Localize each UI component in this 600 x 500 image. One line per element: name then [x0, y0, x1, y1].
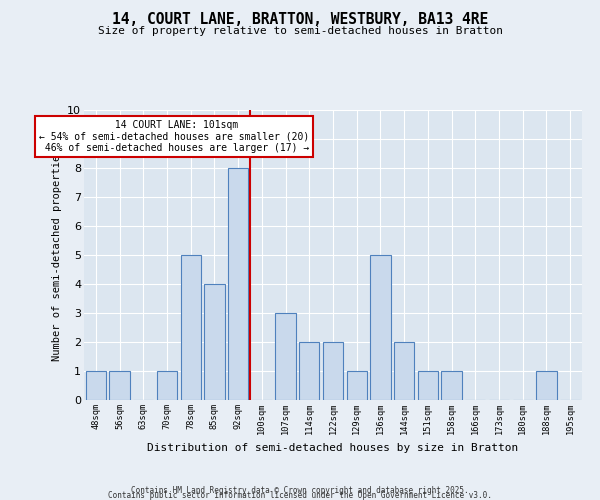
Y-axis label: Number of semi-detached properties: Number of semi-detached properties — [52, 149, 62, 361]
Bar — [157, 371, 177, 400]
Bar — [109, 371, 130, 400]
Bar — [86, 371, 106, 400]
Bar — [347, 371, 367, 400]
Text: 14, COURT LANE, BRATTON, WESTBURY, BA13 4RE: 14, COURT LANE, BRATTON, WESTBURY, BA13 … — [112, 12, 488, 28]
Bar — [418, 371, 438, 400]
Text: 14 COURT LANE: 101sqm
← 54% of semi-detached houses are smaller (20)
 46% of sem: 14 COURT LANE: 101sqm ← 54% of semi-deta… — [39, 120, 309, 154]
Bar — [228, 168, 248, 400]
Text: Contains public sector information licensed under the Open Government Licence v3: Contains public sector information licen… — [108, 491, 492, 500]
Text: Size of property relative to semi-detached houses in Bratton: Size of property relative to semi-detach… — [97, 26, 503, 36]
Bar — [181, 255, 201, 400]
Text: Contains HM Land Registry data © Crown copyright and database right 2025.: Contains HM Land Registry data © Crown c… — [131, 486, 469, 495]
Bar — [323, 342, 343, 400]
Bar — [370, 255, 391, 400]
Bar — [299, 342, 319, 400]
X-axis label: Distribution of semi-detached houses by size in Bratton: Distribution of semi-detached houses by … — [148, 442, 518, 452]
Bar — [394, 342, 414, 400]
Bar — [536, 371, 557, 400]
Bar — [275, 313, 296, 400]
Bar — [442, 371, 461, 400]
Bar — [205, 284, 224, 400]
